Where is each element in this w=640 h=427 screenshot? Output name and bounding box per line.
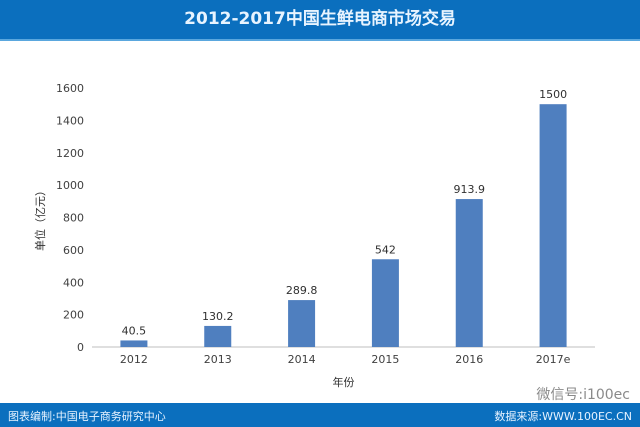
y-axis-title: 单位（亿元）	[33, 185, 47, 251]
y-tick-label: 200	[63, 309, 84, 322]
y-tick-label: 400	[63, 276, 84, 289]
y-tick-label: 1400	[56, 114, 84, 127]
y-tick-label: 1200	[56, 147, 84, 160]
x-axis-title: 年份	[333, 375, 355, 389]
x-tick-label: 2017e	[536, 353, 571, 366]
y-tick-label: 1600	[56, 82, 84, 95]
footer-credit: 图表编制:中国电子商务研究中心	[8, 410, 166, 423]
chart-title: 2012-2017中国生鲜电商市场交易	[0, 0, 640, 41]
data-label: 1500	[539, 88, 567, 101]
x-tick-label: 2016	[455, 353, 483, 366]
wechat-watermark: 微信号:i100ec	[536, 387, 630, 403]
x-tick-label: 2015	[371, 353, 399, 366]
y-tick-label: 0	[77, 341, 84, 354]
bar-2013	[204, 325, 232, 347]
bar-2012	[120, 340, 148, 347]
bar-2015	[371, 259, 399, 347]
y-tick-label: 800	[63, 212, 84, 225]
data-label: 40.5	[122, 324, 147, 337]
data-label: 289.8	[286, 284, 318, 297]
x-tick-label: 2013	[204, 353, 232, 366]
x-tick-label: 2012	[120, 353, 148, 366]
bar-2017e	[539, 104, 567, 347]
footer-source: 数据来源:WWW.100EC.CN	[494, 410, 632, 423]
x-tick-label: 2014	[288, 353, 316, 366]
y-tick-label: 1000	[56, 179, 84, 192]
data-label: 542	[375, 243, 396, 256]
y-tick-label: 600	[63, 244, 84, 257]
bar-2014	[288, 300, 316, 347]
bar-2016	[455, 199, 483, 347]
data-label: 130.2	[202, 310, 234, 323]
footer-bar: 图表编制:中国电子商务研究中心 数据来源:WWW.100EC.CN	[0, 403, 640, 427]
data-label: 913.9	[454, 183, 486, 196]
